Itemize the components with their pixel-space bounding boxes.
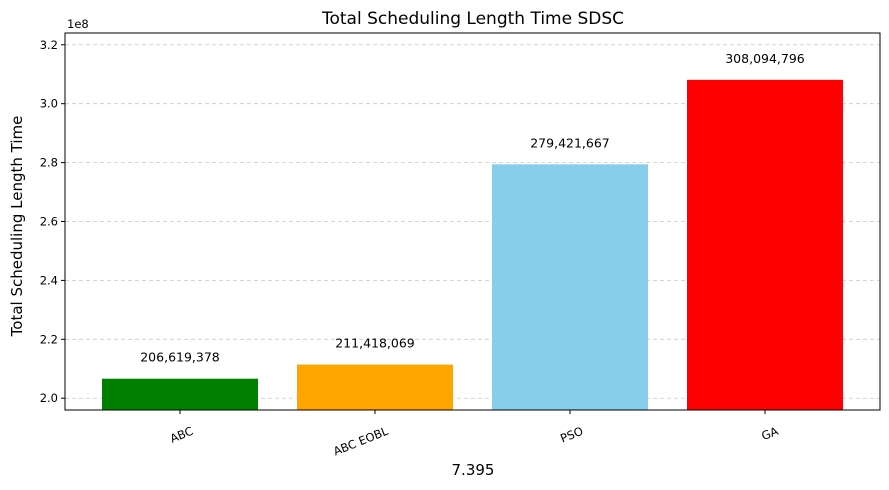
- y-tick-label: 3.2: [40, 38, 58, 52]
- chart-title: Total Scheduling Length Time SDSC: [321, 9, 624, 29]
- x-tick-label: PSO: [558, 424, 585, 446]
- bar-abc-eobl: [297, 364, 453, 410]
- y-tick-label: 3.0: [40, 97, 58, 111]
- y-tick-label: 2.8: [40, 156, 58, 170]
- y-tick-label: 2.0: [40, 391, 58, 405]
- data-label: 279,421,667: [530, 135, 610, 150]
- grid-lines: [65, 44, 880, 399]
- y-axis-offset-text: 1e8: [67, 17, 89, 31]
- data-label: 211,418,069: [335, 336, 415, 351]
- x-tick-label: ABC: [168, 424, 195, 446]
- x-axis-label: 7.395: [452, 461, 495, 479]
- data-label: 308,094,796: [725, 51, 805, 66]
- x-tick-label: GA: [759, 424, 780, 443]
- bar-abc: [102, 378, 258, 410]
- y-tick-label: 2.2: [40, 332, 58, 346]
- x-tick-label: ABC EOBL: [331, 424, 390, 459]
- data-label: 206,619,378: [140, 350, 220, 365]
- bars: [102, 79, 843, 410]
- bar-pso: [492, 164, 648, 410]
- y-axis-ticks: 2.0 2.2 2.4 2.6 2.8 3.0 3.2: [40, 38, 65, 405]
- x-axis-ticks: ABC ABC EOBL PSO GA: [168, 410, 780, 458]
- bar-ga: [687, 79, 843, 410]
- y-tick-label: 2.6: [40, 215, 58, 229]
- y-tick-label: 2.4: [40, 273, 58, 287]
- y-axis-label: Total Scheduling Length Time: [8, 116, 26, 338]
- data-labels: 206,619,378 211,418,069 279,421,667 308,094…: [140, 51, 805, 365]
